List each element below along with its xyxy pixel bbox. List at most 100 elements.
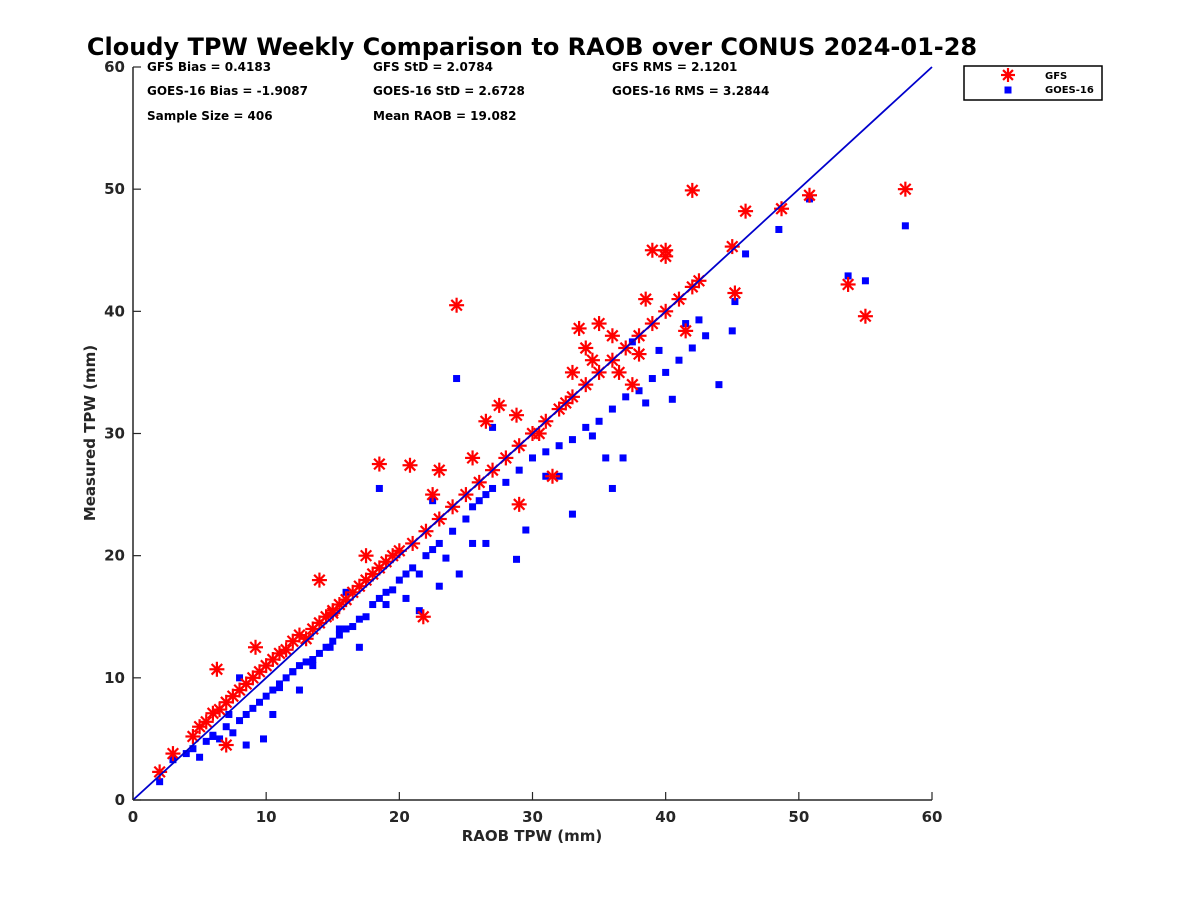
goes16-point [269, 710, 277, 718]
goes16-point [675, 356, 683, 364]
goes16-point [602, 454, 610, 462]
goes16-point [260, 735, 268, 743]
goes16-point [449, 527, 457, 535]
series-gfs [152, 181, 913, 780]
goes16-point [256, 698, 264, 706]
goes16-point [775, 225, 783, 233]
goes16-point [715, 381, 723, 389]
x-tick-label: 20 [389, 808, 410, 826]
goes16-point [216, 735, 224, 743]
x-axis-ticks: 0 10 20 30 40 50 60 [128, 792, 942, 826]
goes16-point [415, 570, 423, 578]
goes16-point [182, 750, 190, 758]
chart-title: Cloudy TPW Weekly Comparison to RAOB ove… [87, 33, 977, 61]
y-tick-label: 60 [104, 58, 125, 76]
legend: GFS GOES-16 [963, 65, 1103, 101]
goes16-point [642, 399, 650, 407]
y-tick-label: 30 [104, 425, 125, 443]
goes16-point [222, 723, 230, 731]
stat-goes-rms: GOES-16 RMS = 3.2844 [612, 84, 769, 98]
goes16-point [269, 686, 277, 694]
goes16-point [728, 327, 736, 335]
y-axis-label: Measured TPW (mm) [81, 345, 99, 521]
goes16-point [901, 222, 909, 230]
goes16-point [309, 656, 317, 664]
goes16-point [608, 405, 616, 413]
goes16-point [688, 344, 696, 352]
gfs-point [604, 328, 620, 344]
gfs-point [192, 719, 208, 735]
legend-gfs-label: GFS [1045, 71, 1067, 82]
x-tick-label: 0 [128, 808, 138, 826]
y-axis-ticks: 0 10 20 30 40 50 60 [104, 58, 141, 809]
gfs-point [897, 181, 913, 197]
gfs-point [658, 242, 674, 258]
goes16-point [242, 710, 250, 718]
gfs-point [232, 682, 248, 698]
legend-goes16-marker [1004, 86, 1012, 94]
gfs-point [298, 631, 314, 647]
goes16-point [568, 510, 576, 518]
gfs-point [624, 377, 640, 393]
goes16-point [469, 539, 477, 547]
goes16-point [295, 662, 303, 670]
gfs-point [185, 728, 201, 744]
x-tick-label: 10 [256, 808, 277, 826]
goes16-point [435, 582, 443, 590]
goes16-point [453, 375, 461, 383]
goes16-point [229, 729, 237, 737]
goes16-point [555, 442, 563, 450]
goes16-point [342, 625, 350, 633]
gfs-point [402, 457, 418, 473]
goes16-point [482, 491, 490, 499]
goes16-point [595, 417, 603, 425]
goes16-point [282, 674, 290, 682]
gfs-point [478, 413, 494, 429]
goes16-point [289, 668, 297, 676]
series-goes16 [156, 195, 909, 786]
goes16-point [442, 554, 450, 562]
gfs-point [511, 496, 527, 512]
goes16-point [156, 778, 164, 786]
gfs-point [738, 203, 754, 219]
gfs-point [371, 456, 387, 472]
y-tick-label: 20 [104, 547, 125, 565]
gfs-point [584, 352, 600, 368]
gfs-point [449, 297, 465, 313]
goes16-point [662, 368, 670, 376]
gfs-point [278, 642, 294, 658]
goes16-point [402, 594, 410, 602]
gfs-point [311, 572, 327, 588]
goes16-point [322, 643, 330, 651]
gfs-point [801, 187, 817, 203]
goes16-point [695, 316, 703, 324]
goes16-point [582, 423, 590, 431]
goes16-point [568, 436, 576, 444]
goes16-point [522, 526, 530, 534]
goes16-point [455, 570, 463, 578]
goes16-point [475, 497, 483, 505]
gfs-point [209, 661, 225, 677]
goes16-point [489, 484, 497, 492]
goes16-point [355, 615, 363, 623]
gfs-point [152, 764, 168, 780]
legend-box [963, 65, 1103, 101]
gfs-point [631, 346, 647, 362]
stat-gfs-std: GFS StD = 2.0784 [373, 60, 493, 74]
goes16-point [542, 448, 550, 456]
goes16-point [402, 570, 410, 578]
gfs-point [638, 291, 654, 307]
goes16-point [302, 658, 310, 666]
legend-goes16-square [1004, 86, 1012, 94]
stat-goes-bias: GOES-16 Bias = -1.9087 [147, 84, 308, 98]
goes16-point [375, 484, 383, 492]
gfs-point [611, 364, 627, 380]
gfs-point [727, 285, 743, 301]
goes16-point [513, 555, 521, 563]
goes16-point [355, 643, 363, 651]
gfs-point [431, 462, 447, 478]
goes16-point [382, 588, 390, 596]
goes16-point [608, 484, 616, 492]
goes16-point [202, 737, 210, 745]
